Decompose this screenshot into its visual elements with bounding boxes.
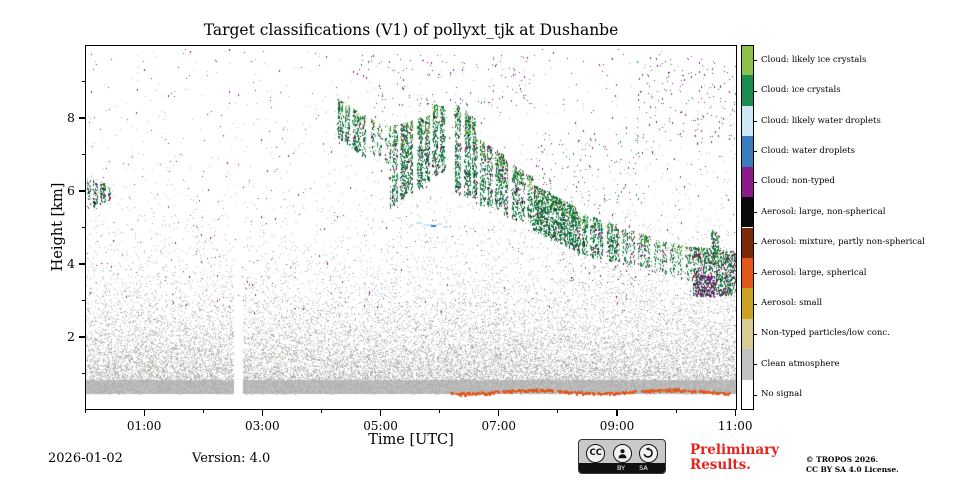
x-axis-title: Time [UTC]: [368, 432, 454, 448]
y-major-tick: [79, 263, 85, 265]
x-major-tick: [616, 410, 618, 416]
colorbar-swatch: [741, 166, 754, 198]
colorbar-tick: [754, 242, 757, 244]
colorbar-swatch: [741, 257, 754, 289]
cc-license-badge: CC BY SA: [578, 439, 666, 474]
preliminary-line-1: Preliminary: [690, 442, 780, 458]
colorbar-tick: [754, 60, 757, 62]
colorbar-swatch: [741, 288, 754, 319]
colorbar-tick: [754, 181, 757, 183]
colorbar-tick: [754, 273, 757, 275]
y-tick-label: 4: [67, 255, 75, 271]
colorbar-label: Aerosol: large, spherical: [761, 267, 867, 278]
colorbar-swatch: [741, 227, 754, 258]
version-label: Version: 4.0: [192, 451, 271, 466]
x-tick-label: 07:00: [481, 419, 517, 433]
colorbar-swatch: [741, 45, 754, 76]
copyright-note: © TROPOS 2026. CC BY SA 4.0 License.: [806, 455, 899, 474]
y-major-tick: [79, 190, 85, 192]
colorbar-label: No signal: [761, 389, 803, 400]
cc-icon-row: CC: [579, 442, 665, 464]
cc-sa-label: SA: [639, 464, 648, 472]
y-tick-label: 6: [67, 182, 75, 198]
chart-title: Target classifications (V1) of pollyxt_t…: [203, 21, 619, 39]
cc-badge-strip: BY SA: [579, 463, 665, 473]
colorbar-label: Aerosol: large, non-spherical: [761, 206, 886, 217]
x-tick-label: 05:00: [363, 419, 398, 433]
colorbar-tick: [754, 212, 757, 214]
x-major-tick: [143, 410, 145, 416]
colorbar-swatch: [741, 197, 754, 228]
x-major-tick: [498, 410, 500, 416]
x-minor-tick: [202, 410, 204, 413]
colorbar-tick: [754, 90, 757, 92]
x-tick-label: 03:00: [245, 419, 280, 433]
x-minor-tick: [439, 410, 441, 413]
x-tick-label: 11:00: [717, 419, 753, 433]
colorbar-tick: [754, 151, 757, 153]
colorbar-label: Aerosol: mixture, partly non-spherical: [761, 237, 925, 248]
colorbar-tick: [754, 121, 757, 123]
preliminary-line-2: Results.: [690, 457, 751, 473]
y-minor-tick: [82, 300, 85, 301]
cc-sa-arrow-icon: [638, 443, 658, 463]
colorbar-tick: [754, 333, 757, 335]
x-major-tick: [734, 410, 736, 416]
colorbar-label: Cloud: non-typed: [761, 176, 835, 187]
colorbar-swatch: [741, 136, 754, 167]
x-minor-tick: [675, 410, 677, 413]
classification-plot: [85, 45, 737, 410]
y-major-tick: [79, 117, 85, 119]
colorbar-swatch: [741, 379, 754, 410]
colorbar-label: Cloud: likely ice crystals: [761, 54, 867, 65]
preliminary-note: Preliminary Results.: [690, 443, 779, 473]
colorbar-tick: [754, 303, 757, 305]
colorbar-label: Cloud: likely water droplets: [761, 115, 881, 126]
y-minor-tick: [82, 154, 85, 155]
colorbar-swatch: [741, 318, 754, 350]
colorbar-label: Non-typed particles/low conc.: [761, 328, 890, 339]
cc-logo-icon: CC: [586, 443, 606, 463]
colorbar-label: Cloud: water droplets: [761, 145, 855, 156]
colorbar-swatch: [741, 349, 754, 380]
colorbar-label: Cloud: ice crystals: [761, 85, 841, 96]
date-label: 2026-01-02: [48, 451, 123, 466]
colorbar-swatch: [741, 75, 754, 106]
x-minor-tick: [557, 410, 559, 413]
y-minor-tick: [82, 227, 85, 228]
x-tick-label: 01:00: [126, 419, 162, 433]
copyright-line-2: CC BY SA 4.0 License.: [806, 464, 899, 474]
copyright-line-1: © TROPOS 2026.: [806, 455, 879, 464]
colorbar-swatch: [741, 105, 754, 137]
colorbar-label: Clean atmosphere: [761, 358, 840, 369]
x-major-tick: [261, 410, 263, 416]
x-minor-tick: [84, 410, 86, 413]
x-major-tick: [379, 410, 382, 416]
cc-by-label: BY: [617, 464, 626, 472]
y-major-tick: [79, 336, 85, 338]
y-minor-tick: [82, 81, 85, 82]
y-minor-tick: [82, 373, 85, 374]
cc-by-person-icon: [612, 443, 632, 463]
colorbar-tick: [754, 394, 757, 396]
colorbar-label: Aerosol: small: [761, 298, 823, 309]
x-minor-tick: [320, 410, 322, 413]
x-tick-label: 09:00: [599, 419, 635, 433]
y-tick-label: 8: [67, 109, 75, 125]
y-tick-label: 2: [67, 328, 75, 344]
colorbar-tick: [754, 364, 757, 366]
